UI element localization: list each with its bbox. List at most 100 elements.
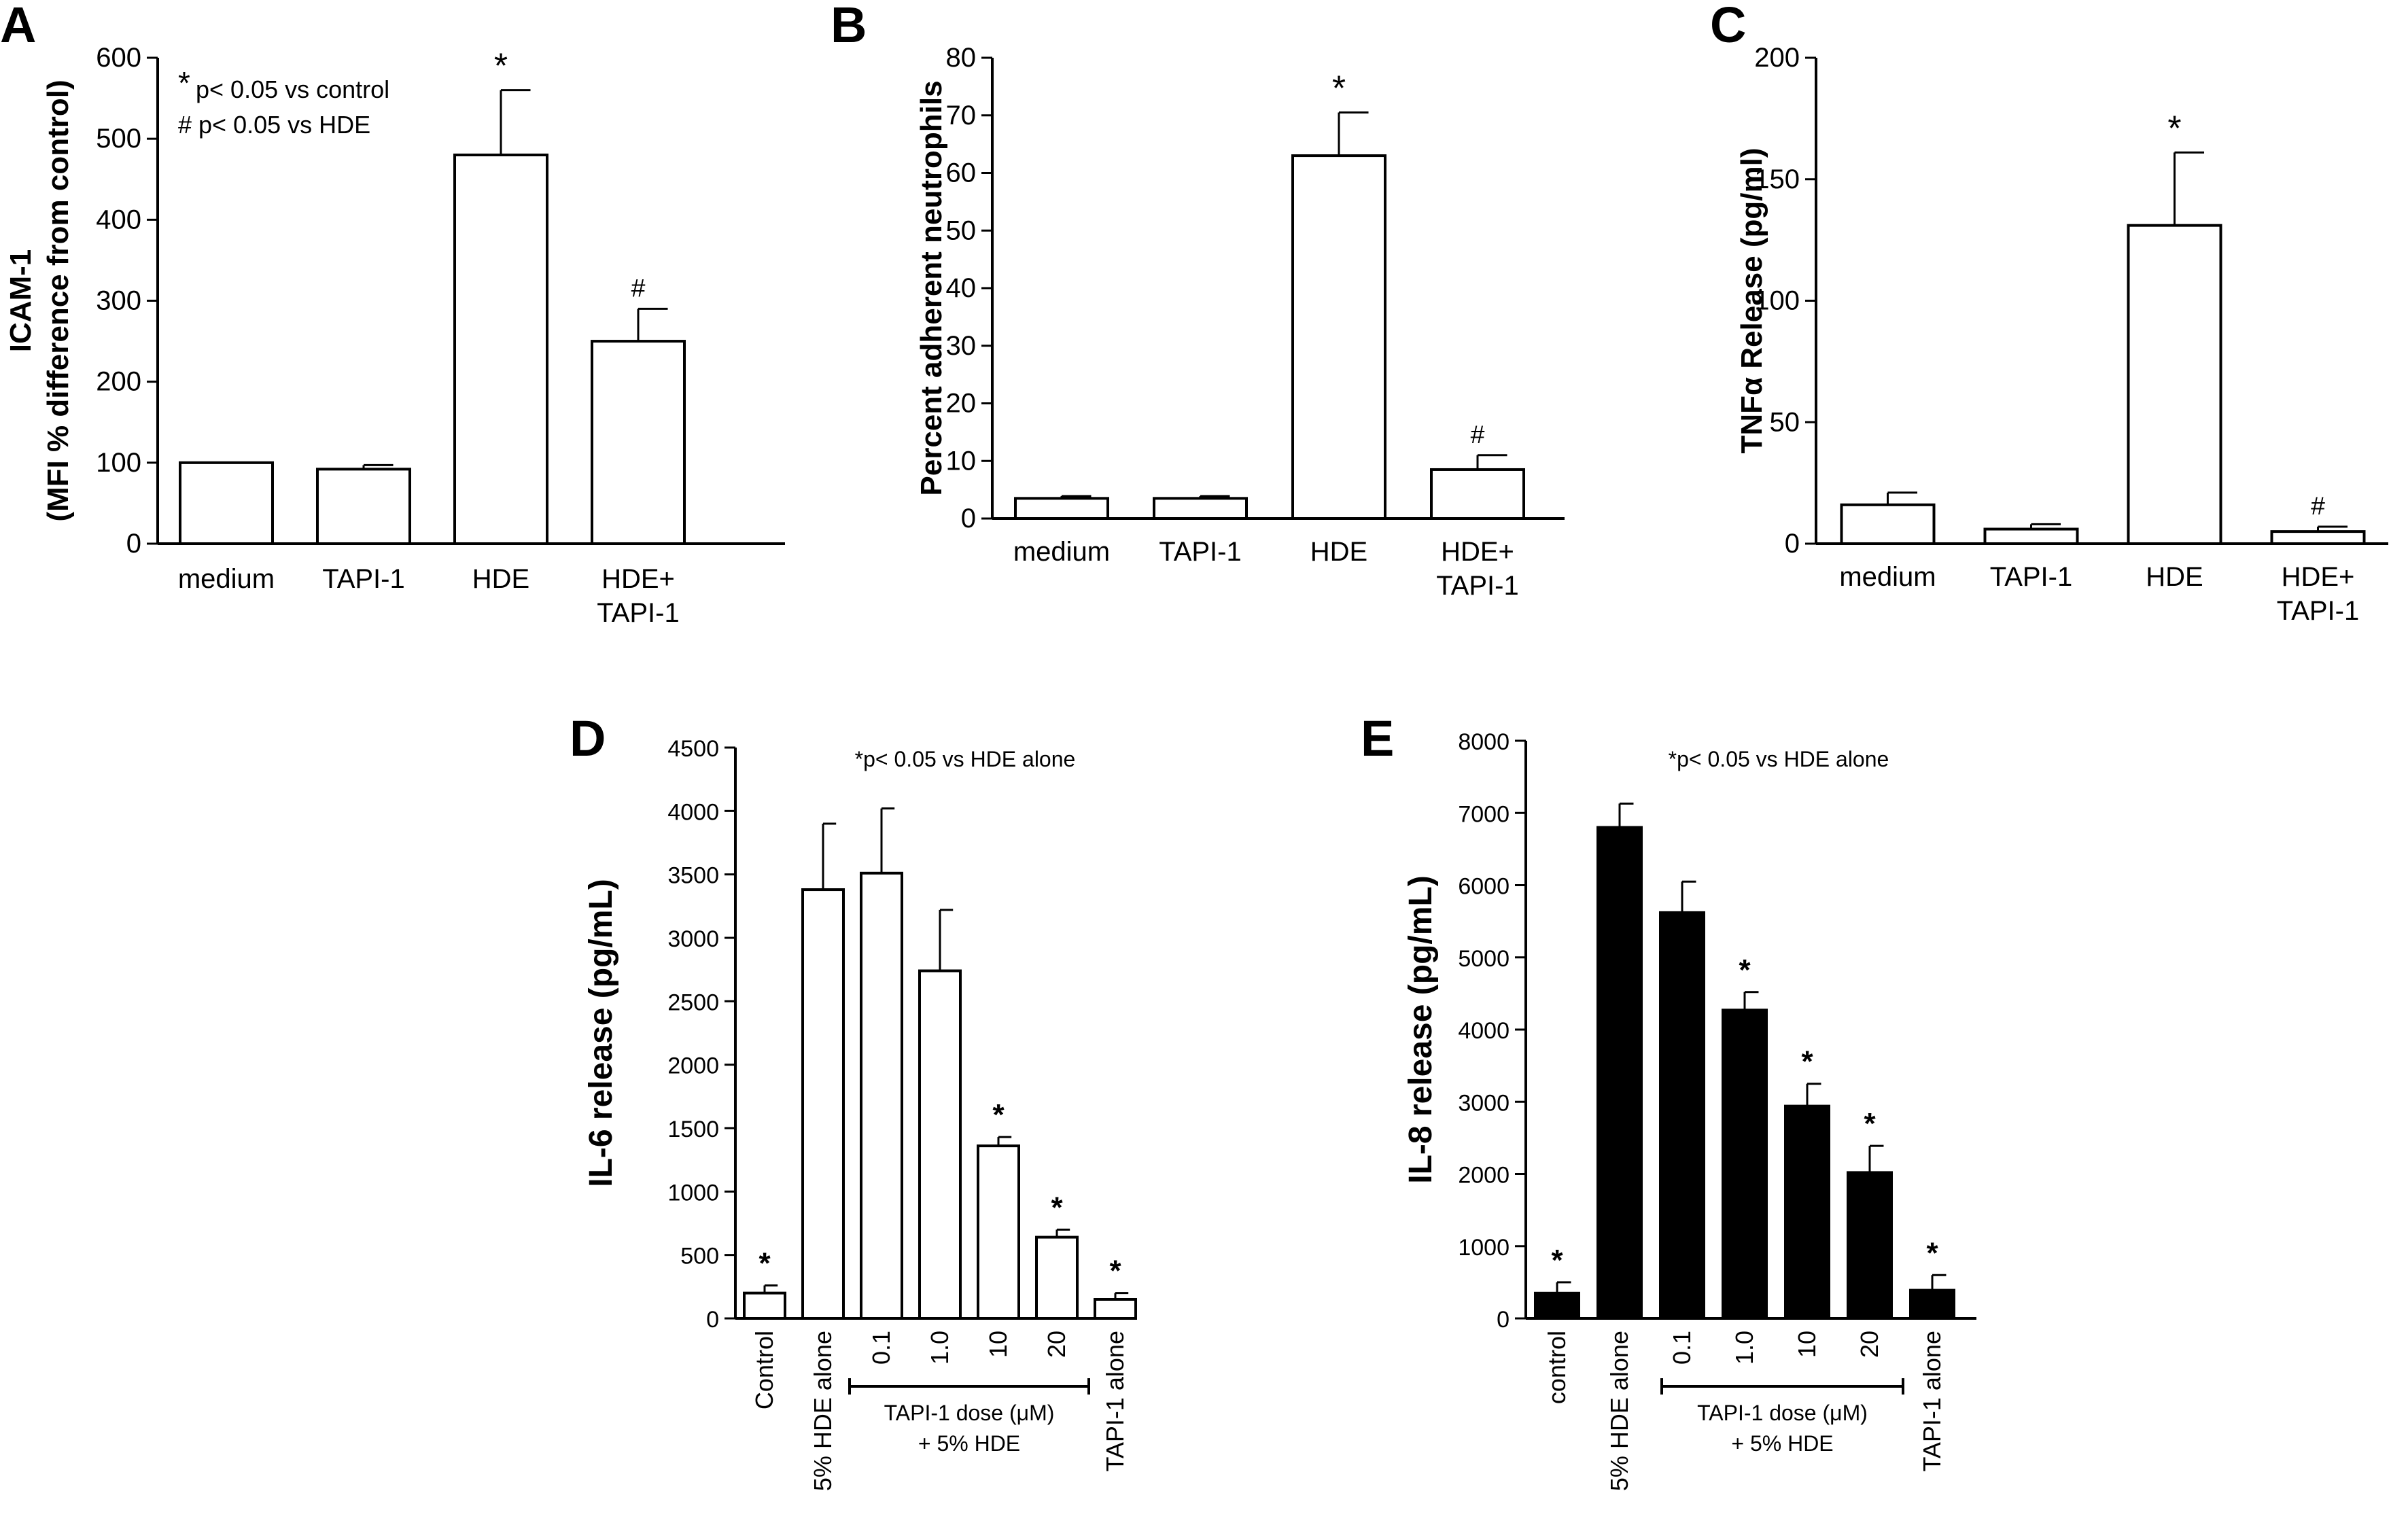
y-tick-label: 50 — [946, 215, 977, 245]
category-label: 5% HDE alone — [809, 1331, 837, 1491]
bar — [2270, 530, 2366, 545]
category-label: 5% HDE alone — [1605, 1331, 1633, 1491]
bar — [1291, 154, 1386, 520]
y-tick-label: 1000 — [667, 1180, 719, 1206]
y-tick-label: 3500 — [667, 863, 719, 889]
bar — [1035, 1235, 1079, 1320]
category-label: TAPI-1 — [1436, 571, 1519, 601]
bar — [1840, 503, 1936, 545]
bar — [1983, 527, 2079, 545]
category-label: HDE — [2146, 562, 2203, 592]
category-label: TAPI-1 alone — [1918, 1331, 1946, 1471]
significance-mark: * — [1739, 953, 1751, 987]
category-label: Control — [750, 1331, 778, 1409]
bar — [1722, 1009, 1768, 1320]
legend-entry: p< 0.05 vs control — [196, 75, 389, 103]
y-tick-label: 0 — [961, 504, 976, 533]
bar — [1534, 1291, 1580, 1320]
y-tick-label: 400 — [96, 205, 141, 234]
dose-group-label: + 5% HDE — [918, 1431, 1020, 1456]
panel-label: A — [0, 0, 36, 53]
category-label: TAPI-1 alone — [1101, 1331, 1129, 1471]
y-tick-label: 10 — [946, 446, 977, 476]
y-axis-title: Percent adherent neutrophils — [915, 80, 948, 495]
significance-mark: * — [1109, 1255, 1121, 1288]
y-tick-label: 60 — [946, 158, 977, 188]
y-tick-label: 0 — [126, 529, 141, 559]
bar — [977, 1144, 1020, 1320]
y-tick-label: 200 — [96, 367, 141, 397]
significance-mark: # — [631, 273, 646, 302]
y-tick-label: 40 — [946, 273, 977, 303]
category-label: HDE — [1310, 537, 1367, 567]
y-tick-label: 500 — [96, 124, 141, 154]
y-tick-label: 1000 — [1458, 1235, 1510, 1261]
panel-label: B — [831, 0, 867, 53]
significance-mark: # — [2311, 491, 2325, 520]
bar — [2127, 224, 2222, 545]
bar — [918, 969, 962, 1320]
significance-mark: * — [1332, 69, 1346, 109]
y-tick-label: 0 — [1785, 529, 1800, 559]
category-label: TAPI-1 — [2277, 596, 2360, 626]
category-label: 1.0 — [1730, 1331, 1758, 1365]
y-tick-label: 2500 — [667, 989, 719, 1015]
category-label: 10 — [984, 1331, 1012, 1358]
category-label: 10 — [1793, 1331, 1821, 1358]
significance-mark: * — [494, 47, 508, 86]
y-tick-label: 4000 — [667, 799, 719, 825]
significance-mark: # — [1471, 420, 1485, 449]
bar — [1014, 497, 1109, 521]
category-label: TAPI-1 — [597, 598, 680, 628]
significance-mark: * — [1864, 1107, 1876, 1140]
significance-mark: * — [2167, 109, 2181, 148]
annotation: *p< 0.05 vs HDE alone — [1669, 747, 1889, 771]
category-label: 0.1 — [1668, 1331, 1696, 1365]
category-label: medium — [1013, 537, 1110, 567]
significance-mark: * — [758, 1246, 771, 1280]
y-tick-label: 100 — [1754, 286, 1800, 316]
bar — [179, 461, 274, 545]
y-tick-label: 50 — [1770, 407, 1800, 437]
bar — [1094, 1298, 1137, 1320]
bar — [801, 888, 845, 1320]
category-label: TAPI-1 — [322, 564, 405, 594]
y-tick-label: 0 — [1497, 1307, 1510, 1333]
y-tick-label: 7000 — [1458, 801, 1510, 827]
y-axis-title: IL-8 release (pg/mL) — [1403, 875, 1439, 1183]
category-label: 1.0 — [926, 1331, 954, 1365]
y-axis-title: TNFα Release (pg/ml) — [1735, 147, 1768, 453]
category-label: TAPI-1 — [1159, 537, 1242, 567]
bar — [1847, 1171, 1893, 1320]
bar — [743, 1291, 786, 1320]
panel-label: C — [1710, 0, 1746, 53]
dose-group-label: TAPI-1 dose (μM) — [1697, 1401, 1868, 1425]
legend-star: * — [178, 65, 190, 101]
significance-mark: * — [1801, 1045, 1813, 1079]
significance-mark: * — [1926, 1236, 1938, 1269]
bar — [453, 154, 548, 545]
y-axis-title: ICAM-1 — [4, 249, 37, 353]
y-axis-title: (MFI % difference from control) — [41, 80, 75, 521]
bar — [1596, 826, 1643, 1320]
y-tick-label: 150 — [1754, 164, 1800, 194]
bar — [1430, 468, 1525, 521]
category-label: medium — [1839, 562, 1936, 592]
category-label: HDE+ — [1441, 537, 1514, 567]
category-label: medium — [178, 564, 275, 594]
y-tick-label: 8000 — [1458, 729, 1510, 755]
annotation: *p< 0.05 vs HDE alone — [855, 747, 1076, 771]
bar — [1153, 497, 1248, 521]
y-tick-label: 70 — [946, 101, 977, 130]
y-tick-label: 30 — [946, 331, 977, 361]
dose-group-label: TAPI-1 dose (μM) — [884, 1401, 1055, 1425]
y-tick-label: 200 — [1754, 43, 1800, 73]
y-tick-label: 2000 — [667, 1053, 719, 1079]
y-tick-label: 4500 — [667, 736, 719, 762]
bar — [860, 871, 903, 1320]
significance-mark: * — [1551, 1244, 1563, 1277]
bar — [591, 340, 686, 545]
y-axis-title: IL-6 release (pg/mL) — [583, 879, 619, 1187]
y-tick-label: 600 — [96, 43, 141, 73]
